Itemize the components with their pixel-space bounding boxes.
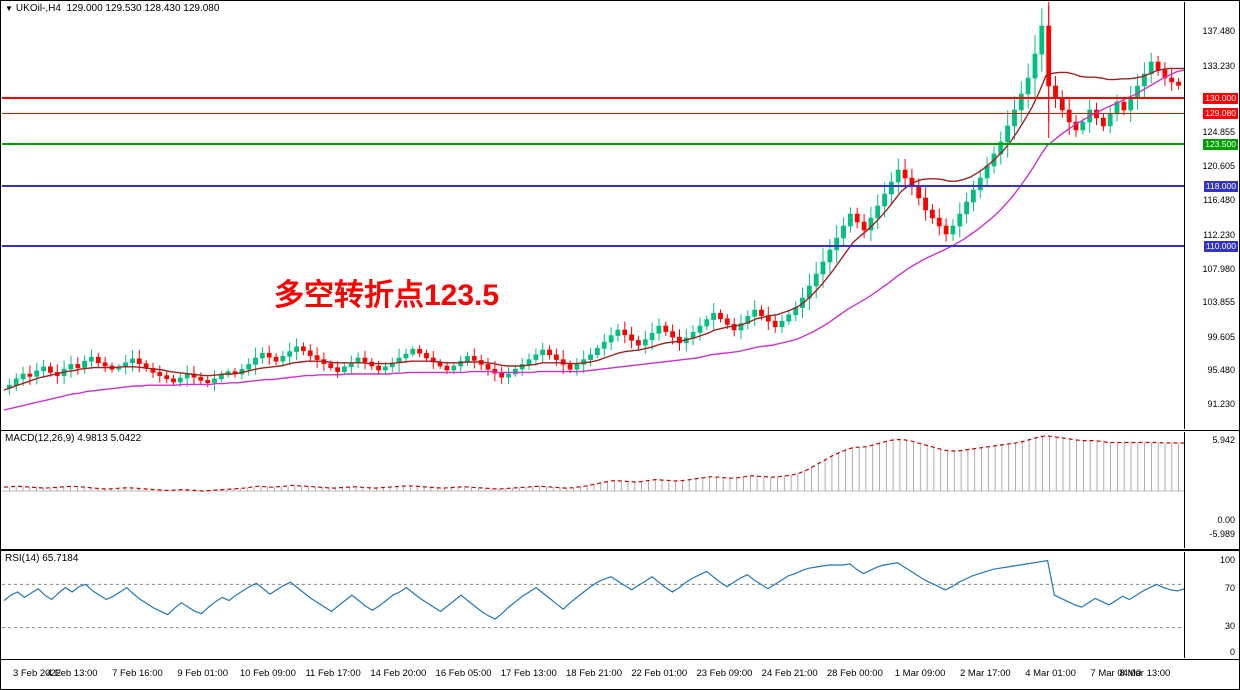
price-panel: ▼ UKOil-,H4 129.000 129.530 128.430 129.0…: [0, 0, 1240, 439]
time-tick-label: 1 Mar 09:00: [894, 668, 946, 679]
rsi-plot-area: [2, 552, 1184, 658]
rsi-title: RSI(14) 65.7184: [5, 553, 79, 564]
time-tick-label: 2 Mar 17:00: [959, 668, 1011, 679]
level-tag-support-110: 110.000: [1203, 241, 1238, 252]
rsi-panel: RSI(14) 65.7184 100 70 30 0: [0, 550, 1240, 660]
macd-panel: MACD(12,26,9) 4.9813 5.0422 5.942 0.00 -…: [0, 430, 1240, 550]
time-tick-label: 9 Feb 01:00: [177, 668, 229, 679]
level-tag-current-price: 129.080: [1203, 108, 1238, 119]
time-tick-label: 22 Feb 01:00: [631, 668, 688, 679]
price-tick-6: 112.230: [1203, 230, 1235, 240]
level-line-support-118: [2, 185, 1184, 187]
macd-tick-1: 0.00: [1217, 515, 1235, 525]
time-tick-label: 18 Feb 21:00: [566, 668, 622, 679]
time-tick-label: 7 Feb 16:00: [112, 668, 163, 679]
price-tick-1: 133.230: [1202, 61, 1235, 71]
level-line-support-110: [2, 245, 1184, 247]
rsi-scale: 100 70 30 0: [1184, 552, 1238, 658]
level-line-pivot-123-5: [2, 143, 1184, 145]
price-tick-10: 95.480: [1207, 365, 1235, 375]
time-tick-label: 28 Feb 00:00: [826, 668, 883, 679]
price-tick-4: 120.605: [1202, 161, 1235, 171]
price-panel-header: ▼ UKOil-,H4 129.000 129.530 128.430 129.0…: [5, 3, 219, 14]
time-tick-label: 4 Feb 13:00: [46, 668, 98, 679]
time-tick-label: 24 Feb 21:00: [761, 668, 818, 679]
rsi-tick-3: 0: [1229, 647, 1235, 657]
price-tick-7: 107.980: [1202, 264, 1235, 274]
price-tick-3: 124.855: [1202, 127, 1235, 137]
macd-tick-2: -5.989: [1209, 529, 1235, 539]
rsi-tick-0: 100: [1219, 555, 1235, 565]
symbol-label: UKOil-,H4: [15, 3, 61, 14]
rsi-tick-2: 30: [1224, 621, 1235, 631]
rsi-series-svg: [2, 559, 1184, 629]
time-tick-label: 14 Feb 20:00: [370, 668, 427, 679]
time-tick-label: 3 Feb 2022: [12, 668, 62, 679]
price-scale: 137.480 133.230 129.080 124.855 120.605 …: [1184, 2, 1238, 439]
time-tick-label: 16 Feb 05:00: [435, 668, 492, 679]
collapse-caret-icon[interactable]: ▼: [5, 4, 13, 13]
price-series-svg: [3, 2, 1184, 411]
macd-series-svg: [2, 435, 1184, 492]
price-tick-8: 103.855: [1202, 297, 1235, 307]
macd-scale: 5.942 0.00 -5.989: [1184, 432, 1238, 548]
price-tick-11: 91.230: [1207, 399, 1235, 409]
chart-annotation-text: 多空转折点123.5: [274, 279, 500, 312]
rsi-tick-1: 70: [1224, 583, 1235, 593]
time-tick-label: 7 Mar 04:00: [1090, 668, 1142, 679]
level-tag-support-118: 118.000: [1203, 181, 1238, 192]
price-plot-area: 多空转折点123.5: [2, 2, 1184, 429]
level-tag-resistance-130: 130.000: [1203, 93, 1238, 104]
macd-title: MACD(12,26,9) 4.9813 5.0422: [5, 433, 142, 444]
time-tick-label: 10 Feb 09:00: [239, 668, 296, 679]
time-tick-label: 8 Mar 13:00: [1119, 668, 1171, 679]
time-tick-label: 11 Feb 17:00: [305, 668, 361, 679]
level-line-resistance-130: [2, 97, 1184, 99]
time-axis: 3 Feb 2022 4 Feb 13:00 7 Feb 16:00 9 Feb 01…: [0, 660, 1240, 690]
price-tick-9: 99.605: [1207, 332, 1235, 342]
ohlc-values: 129.000 129.530 128.430 129.080: [66, 3, 220, 14]
price-tick-0: 137.480: [1202, 26, 1235, 36]
price-tick-5: 116.480: [1203, 195, 1235, 205]
level-tag-pivot-123-5: 123.500: [1203, 139, 1238, 150]
level-line-current-price: [2, 113, 1184, 114]
macd-tick-0: 5.942: [1212, 435, 1235, 445]
time-tick-label: 23 Feb 09:00: [696, 668, 753, 679]
macd-plot-area: [2, 432, 1184, 548]
time-tick-label: 4 Mar 01:00: [1025, 668, 1076, 679]
time-tick-label: 17 Feb 13:00: [500, 668, 557, 679]
